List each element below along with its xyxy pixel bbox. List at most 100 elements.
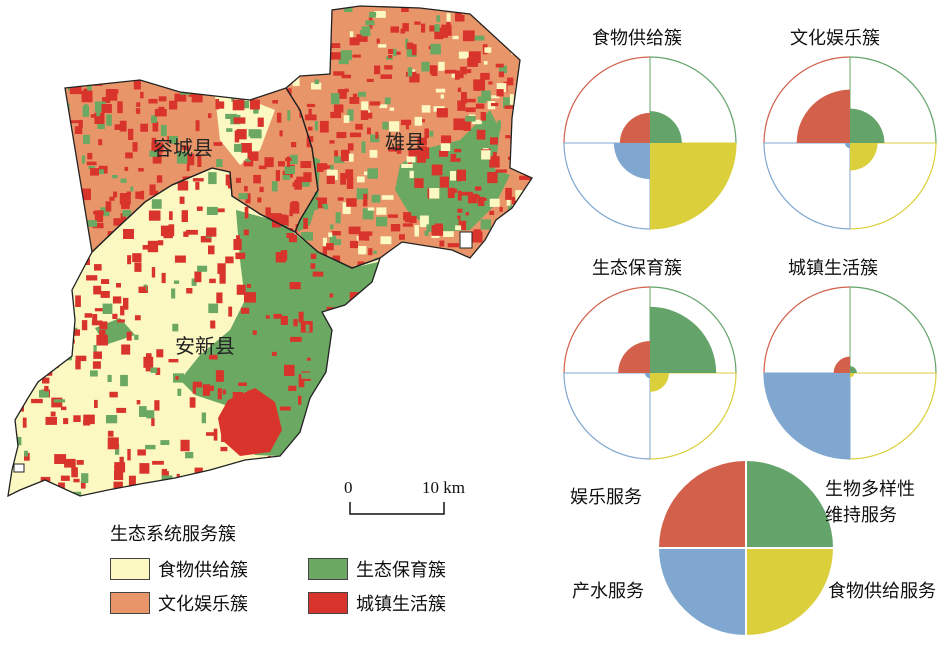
map-patch xyxy=(85,220,98,227)
map-patch xyxy=(465,212,469,216)
map-patch xyxy=(107,430,114,437)
map-patch xyxy=(505,135,511,139)
map-patch xyxy=(217,388,222,400)
map-patch xyxy=(338,56,349,65)
map-patch xyxy=(342,202,351,214)
map-patch xyxy=(151,142,164,153)
map-patch xyxy=(243,229,249,236)
map-patch xyxy=(315,391,326,403)
map-patch xyxy=(42,297,47,301)
map-patch xyxy=(120,305,125,316)
map-patch xyxy=(71,464,76,472)
map-patch xyxy=(171,288,176,299)
map-patch xyxy=(60,348,72,361)
map-patch xyxy=(20,339,33,348)
map-patch xyxy=(340,173,346,185)
map-patch xyxy=(272,100,278,104)
map-patch xyxy=(349,240,358,249)
map-patch xyxy=(160,124,167,137)
map-patch xyxy=(447,243,459,248)
map-patch xyxy=(315,197,327,209)
map-patch xyxy=(421,262,426,268)
map-patch xyxy=(358,91,366,97)
map-patch xyxy=(60,475,70,481)
map-patch xyxy=(35,282,39,288)
map-patch xyxy=(24,452,30,461)
map-patch xyxy=(243,314,248,320)
map-patch xyxy=(213,142,223,146)
map-patch xyxy=(504,262,509,268)
map-patch xyxy=(56,265,63,270)
map-patch xyxy=(410,255,414,266)
rose-title-eco: 生态保育簇 xyxy=(592,258,682,279)
map-patch xyxy=(295,38,305,48)
map-patch xyxy=(489,254,495,266)
map-patch xyxy=(15,204,25,210)
map-patch xyxy=(101,104,112,113)
map-patch xyxy=(461,92,467,104)
map-patch xyxy=(371,194,381,203)
map-patch xyxy=(215,99,220,110)
map-patch xyxy=(284,364,295,376)
map-patch xyxy=(87,152,93,160)
map-patch xyxy=(246,284,251,288)
map-patch xyxy=(535,52,542,62)
map-patch xyxy=(405,124,410,130)
map-patch xyxy=(18,189,24,201)
map-patch xyxy=(73,415,81,422)
map-patch xyxy=(102,303,113,314)
map-patch xyxy=(192,178,204,182)
map-patch xyxy=(312,271,324,277)
map-patch xyxy=(236,284,246,295)
map-patch xyxy=(380,236,392,245)
map-patch xyxy=(256,367,263,372)
map-patch xyxy=(429,65,437,75)
map-patch xyxy=(186,288,193,294)
map-patch xyxy=(135,191,144,199)
map-patch xyxy=(112,313,118,319)
map-patch xyxy=(57,168,62,177)
map-patch xyxy=(105,89,118,101)
map-patch xyxy=(385,427,395,431)
map-patch xyxy=(507,156,516,160)
map-patch xyxy=(354,374,361,382)
map-patch xyxy=(335,212,341,224)
map-patch xyxy=(117,101,123,114)
map-patch xyxy=(361,141,366,153)
map-patch xyxy=(175,82,179,90)
map-patch xyxy=(489,156,500,168)
map-patch xyxy=(168,359,179,363)
map-patch xyxy=(145,444,156,450)
map-patch xyxy=(473,229,481,239)
map-patch xyxy=(322,246,327,256)
map-patch xyxy=(357,176,365,183)
map-patch xyxy=(61,406,67,411)
map-patch xyxy=(206,206,218,215)
map-patch xyxy=(329,140,335,144)
map-patch xyxy=(359,428,364,435)
map-patch xyxy=(349,97,360,104)
map-patch xyxy=(107,437,119,450)
map-patch xyxy=(414,116,423,126)
map-patch xyxy=(311,82,322,90)
map-patch xyxy=(195,120,200,132)
map-patch xyxy=(138,168,144,172)
map-patch xyxy=(156,349,164,358)
map-patch xyxy=(65,144,71,152)
map-patch xyxy=(158,96,167,102)
rose-ring-recreation xyxy=(763,286,851,374)
map-patch xyxy=(477,196,485,206)
map-patch xyxy=(481,150,491,160)
map-patch xyxy=(487,172,498,184)
map-patch xyxy=(201,477,206,486)
map-patch xyxy=(312,38,320,47)
map-patch xyxy=(72,218,80,224)
map-patch xyxy=(169,136,178,144)
map-patch xyxy=(369,288,380,293)
map-patch xyxy=(140,91,144,99)
map-patch xyxy=(152,460,164,465)
map-patch xyxy=(469,51,481,63)
map-patch xyxy=(438,150,449,157)
map-patch xyxy=(134,262,142,272)
map-patch xyxy=(87,82,92,93)
